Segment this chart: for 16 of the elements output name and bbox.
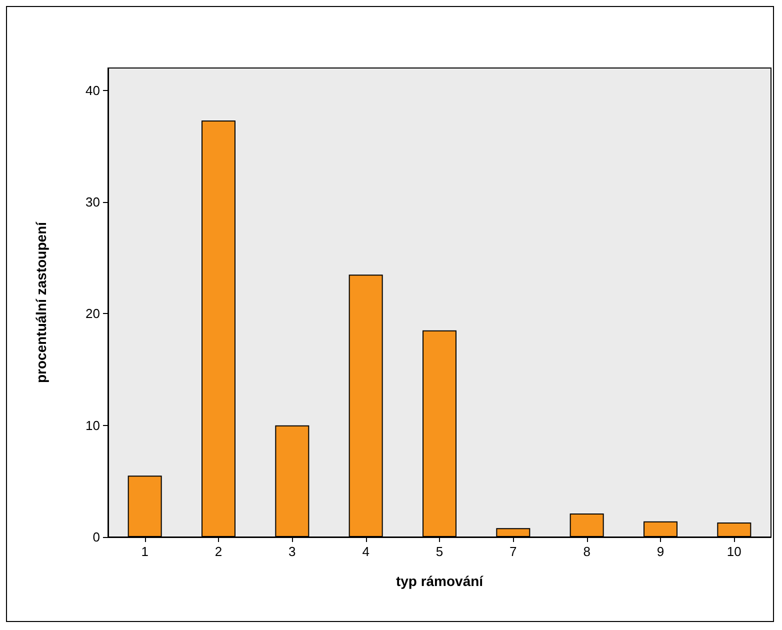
x-tick-label: 7 bbox=[510, 544, 517, 559]
x-tick-label: 8 bbox=[583, 544, 590, 559]
x-tick-label: 2 bbox=[214, 544, 222, 559]
x-tick-label: 1 bbox=[141, 544, 148, 559]
x-tick-label: 4 bbox=[362, 544, 370, 559]
x-tick-label: 3 bbox=[288, 544, 296, 559]
y-tick-label: 20 bbox=[86, 306, 100, 322]
x-tick-label: 9 bbox=[656, 544, 664, 559]
y-tick-label: 30 bbox=[86, 194, 100, 210]
x-tick-label: 5 bbox=[436, 544, 444, 559]
y-tick-label: 40 bbox=[86, 82, 100, 98]
y-axis-title: procentuální zastoupení bbox=[33, 220, 49, 384]
x-tick-label: 10 bbox=[726, 544, 742, 559]
y-tick-label: 10 bbox=[86, 418, 100, 433]
x-axis-title: typ rámování bbox=[396, 573, 484, 589]
y-tick-label: 0 bbox=[92, 530, 100, 544]
